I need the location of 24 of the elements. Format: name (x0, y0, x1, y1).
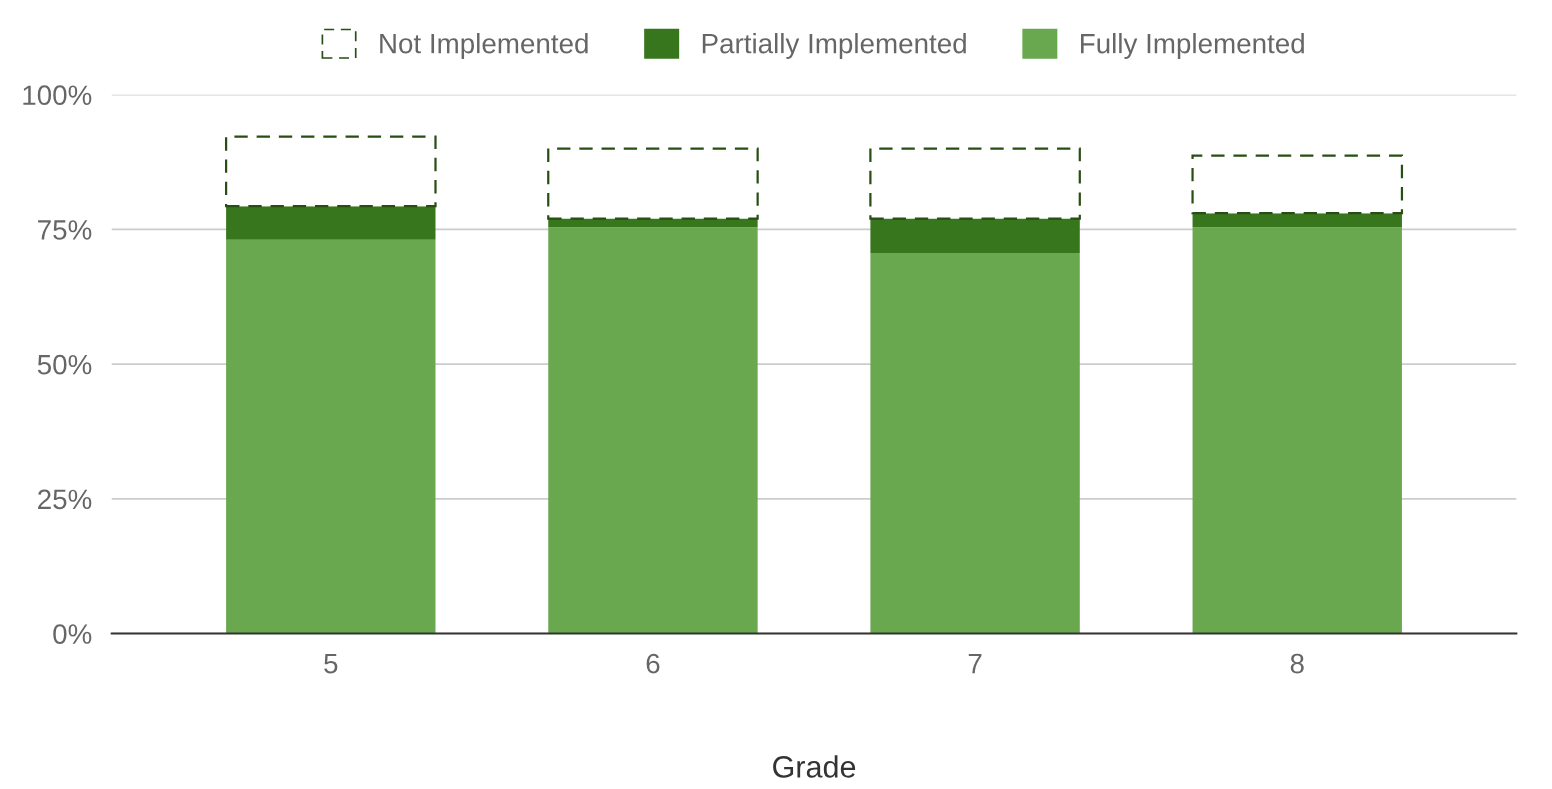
bar (870, 218, 1080, 254)
bar (1192, 227, 1402, 634)
legend-label: Partially Implemented (702, 33, 966, 59)
bar (869, 147, 1081, 220)
y-tick-label: 50% (37, 354, 92, 375)
bar (1191, 154, 1404, 215)
bar (226, 239, 436, 634)
bar (548, 227, 758, 634)
bar (870, 253, 1080, 634)
x-tick-label: 5 (324, 654, 338, 674)
y-tick-label: 0% (53, 624, 92, 644)
bar (547, 147, 759, 220)
y-tick-label: 100% (23, 85, 92, 106)
x-tick-label: 8 (1290, 653, 1304, 674)
bar (225, 135, 437, 208)
legend-label: Not Implemented (380, 33, 588, 59)
x-axis-title: Grade (773, 755, 856, 778)
x-tick-label: 7 (968, 654, 982, 674)
y-tick-label: 75% (38, 220, 92, 240)
legend-label: Fully Implemented (1081, 33, 1304, 59)
y-tick-label: 25% (38, 489, 92, 510)
x-tick-label: 6 (646, 653, 660, 674)
bar (226, 206, 436, 240)
bar (1192, 213, 1402, 228)
